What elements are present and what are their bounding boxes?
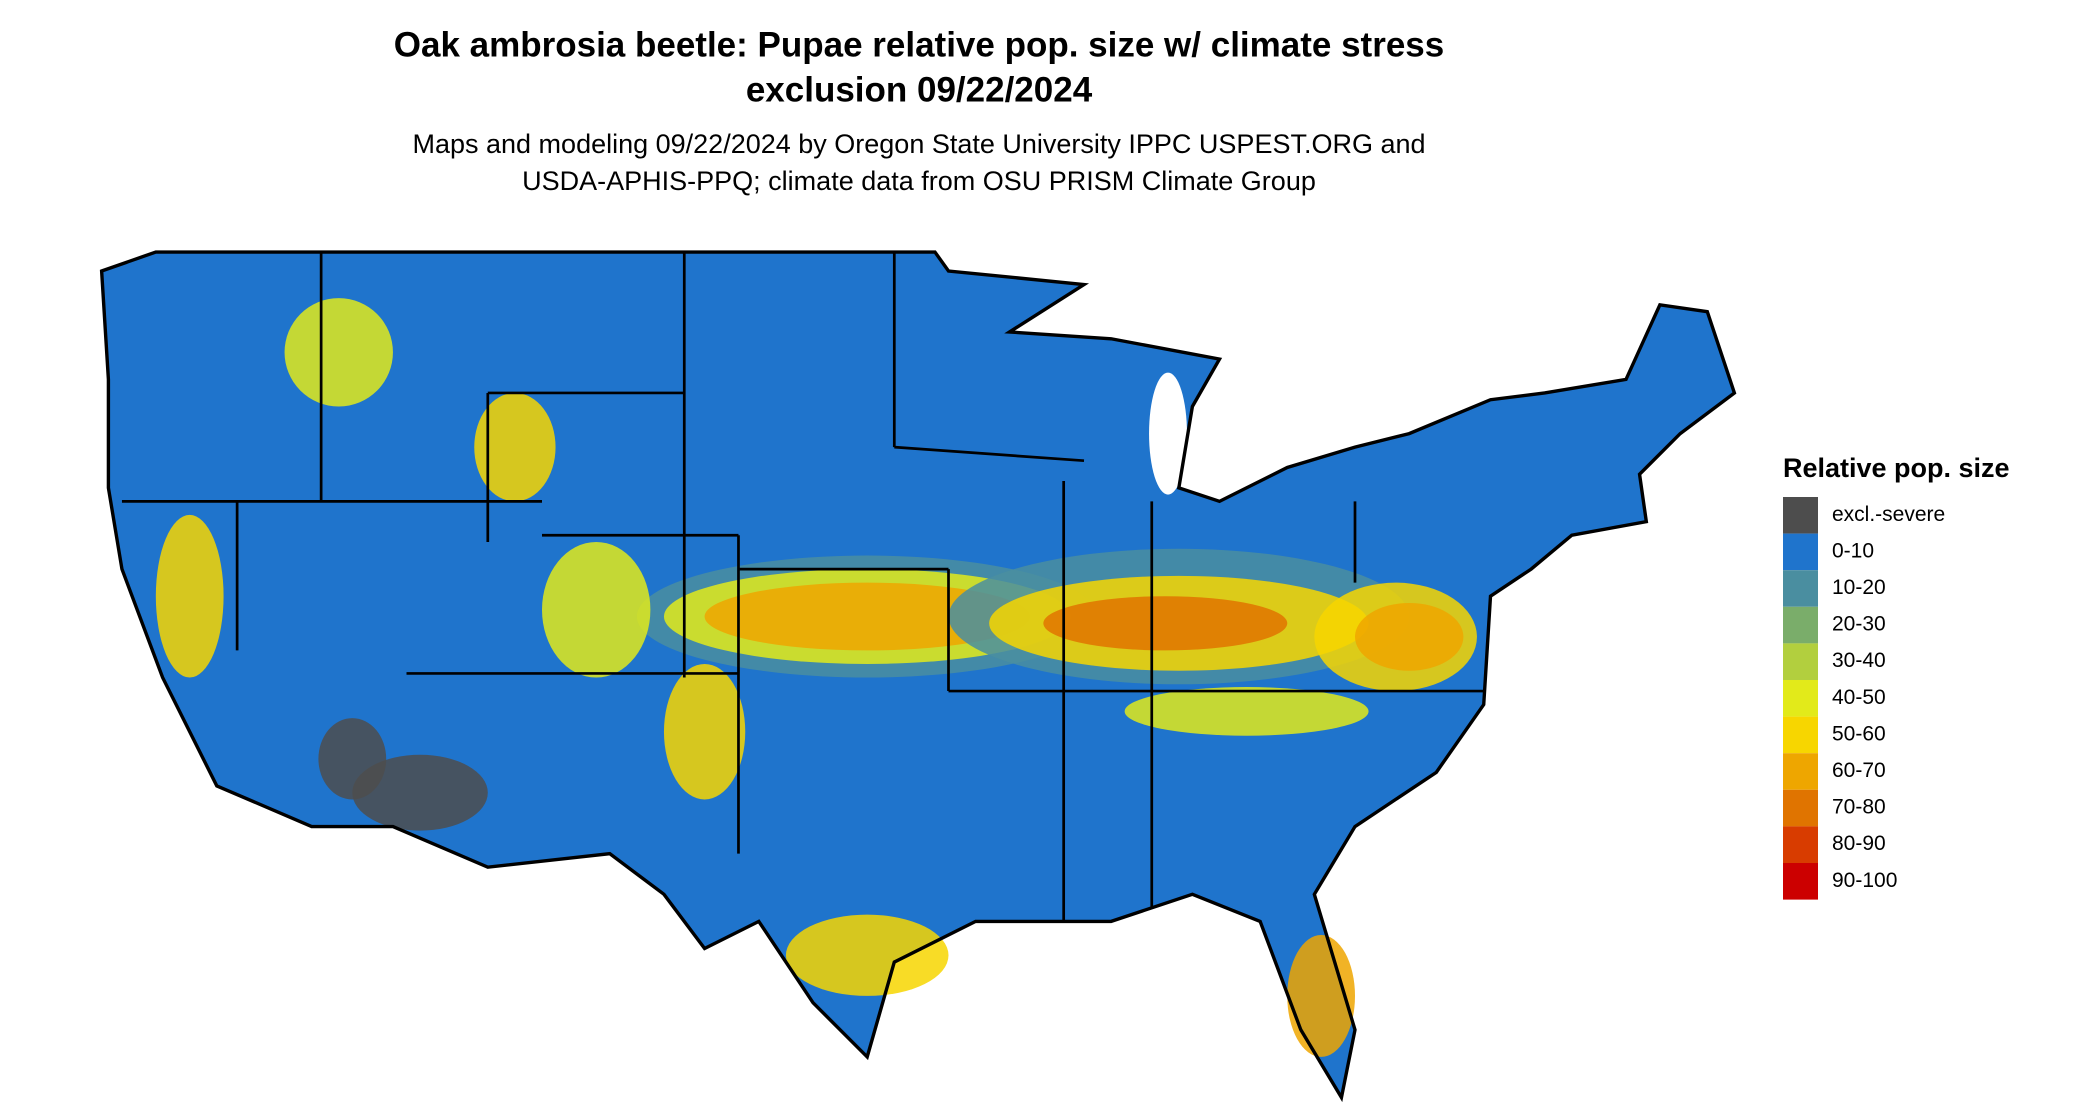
legend-label: excl.-severe	[1832, 503, 1945, 526]
pop-area	[474, 392, 556, 502]
legend-swatch	[1783, 570, 1818, 607]
legend-swatch	[1783, 753, 1818, 790]
pop-area	[318, 718, 387, 800]
legend-label: 60-70	[1832, 759, 1886, 782]
pop-area	[1355, 602, 1464, 671]
legend-label: 50-60	[1832, 722, 1886, 745]
pop-area	[785, 914, 949, 996]
legend-label: 30-40	[1832, 649, 1886, 672]
pop-area	[1124, 686, 1369, 736]
pop-area	[1287, 934, 1355, 1057]
legend-label: 20-30	[1832, 613, 1886, 636]
legend-swatch	[1783, 643, 1818, 680]
legend-label: 90-100	[1832, 869, 1897, 892]
legend-label: 40-50	[1832, 686, 1886, 709]
pop-area	[542, 542, 651, 678]
legend-swatch	[1783, 497, 1818, 534]
state-border	[894, 445, 1085, 463]
pop-area	[284, 298, 393, 407]
legend: excl.-severe 0-10 10-20 20-30 30-40 40-50 50-6…	[1783, 497, 1945, 900]
legend-swatch	[1783, 863, 1818, 900]
legend-swatch	[1783, 680, 1818, 717]
title-line: exclusion 09/22/2024	[746, 70, 1093, 109]
country-border	[99, 250, 1737, 1103]
legend-title: Relative pop. size	[1783, 453, 2010, 483]
legend-swatch	[1783, 716, 1818, 754]
legend-label: 70-80	[1832, 796, 1886, 819]
legend-swatch	[1783, 533, 1818, 571]
subtitle-line: USDA-APHIS-PPQ; climate data from OSU PR…	[522, 166, 1316, 196]
legend-swatch	[1783, 606, 1818, 644]
legend-label: 80-90	[1832, 832, 1886, 855]
legend-label: 0-10	[1832, 539, 1874, 562]
legend-swatch	[1783, 826, 1818, 863]
subtitle-line: Maps and modeling 09/22/2024 by Oregon S…	[412, 129, 1425, 159]
us-map	[99, 250, 1737, 1103]
legend-label: 10-20	[1832, 576, 1886, 599]
pop-area	[663, 663, 746, 800]
title-line: Oak ambrosia beetle: Pupae relative pop.…	[394, 25, 1444, 64]
pop-area	[155, 514, 224, 678]
legend-swatch	[1783, 789, 1818, 827]
lake	[1149, 372, 1187, 495]
pop-area	[1043, 596, 1288, 651]
pop-area	[352, 754, 488, 831]
